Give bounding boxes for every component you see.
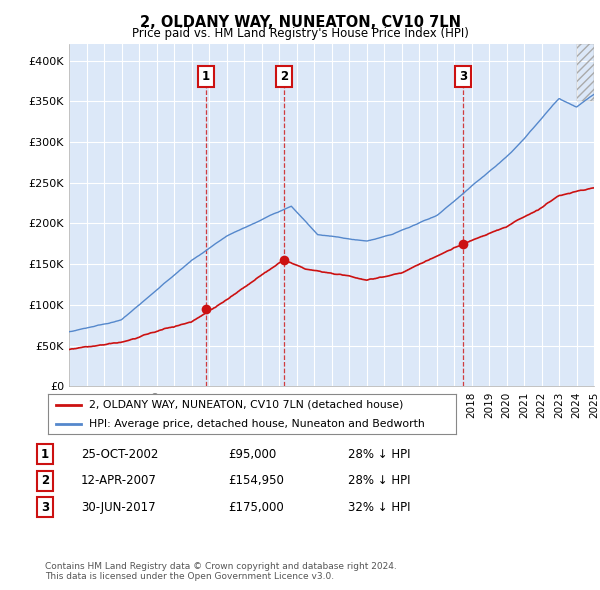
Text: 2, OLDANY WAY, NUNEATON, CV10 7LN: 2, OLDANY WAY, NUNEATON, CV10 7LN [139,15,461,30]
Text: 25-OCT-2002: 25-OCT-2002 [81,448,158,461]
Text: £175,000: £175,000 [228,501,284,514]
Text: 28% ↓ HPI: 28% ↓ HPI [348,474,410,487]
Text: 32% ↓ HPI: 32% ↓ HPI [348,501,410,514]
Text: 2, OLDANY WAY, NUNEATON, CV10 7LN (detached house): 2, OLDANY WAY, NUNEATON, CV10 7LN (detac… [89,400,403,410]
Text: 1: 1 [202,70,210,83]
Text: 30-JUN-2017: 30-JUN-2017 [81,501,155,514]
Text: Price paid vs. HM Land Registry's House Price Index (HPI): Price paid vs. HM Land Registry's House … [131,27,469,40]
Text: 1: 1 [41,448,49,461]
Text: £154,950: £154,950 [228,474,284,487]
Text: HPI: Average price, detached house, Nuneaton and Bedworth: HPI: Average price, detached house, Nune… [89,419,425,428]
Text: 12-APR-2007: 12-APR-2007 [81,474,157,487]
Text: 2: 2 [41,474,49,487]
Text: 2: 2 [280,70,288,83]
Text: 3: 3 [41,501,49,514]
Text: £95,000: £95,000 [228,448,276,461]
Text: 28% ↓ HPI: 28% ↓ HPI [348,448,410,461]
Text: Contains HM Land Registry data © Crown copyright and database right 2024.
This d: Contains HM Land Registry data © Crown c… [45,562,397,581]
Text: 3: 3 [458,70,467,83]
